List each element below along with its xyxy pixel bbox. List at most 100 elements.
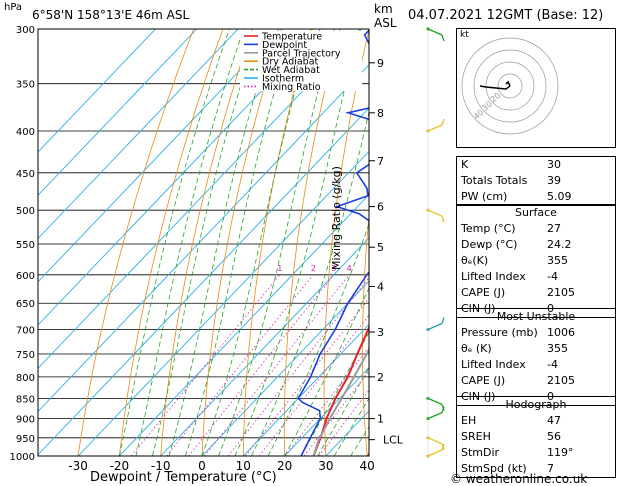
legend-entry: Parcel Trajectory: [262, 48, 341, 59]
height-unit-top: km: [374, 2, 393, 16]
wet-adiabat-line: [201, 29, 313, 456]
mixing-ratio-label: 8: [385, 264, 390, 273]
isotherm-line: [284, 366, 369, 456]
surface-row: CAPE (J) 2105: [461, 286, 575, 299]
surface-row: θₑ(K) 355: [461, 254, 568, 267]
pressure-tick-label: 500: [16, 206, 35, 217]
dry-adiabat-line: [119, 29, 224, 456]
mixing-ratio-line: [318, 389, 369, 456]
wind-barb: [426, 208, 445, 223]
km-tick-label: 6: [377, 201, 384, 214]
wind-barb: [426, 27, 445, 42]
x-tick-label: 40: [360, 459, 375, 473]
mixing-ratio-label: 4: [347, 264, 352, 273]
surface-title: Surface: [515, 206, 557, 219]
index-row: Totals Totals 39: [461, 174, 561, 187]
legend-entry: Dry Adiabat: [262, 57, 319, 68]
wet-adiabat-line: [119, 29, 230, 456]
mu-row: θₑ (K) 355: [461, 342, 568, 355]
legend-entry: Temperature: [261, 32, 322, 43]
mixing-ratio-label: 3: [331, 264, 336, 273]
mixing-ratio-label: 2: [311, 264, 316, 273]
wet-adiabat-line: [152, 29, 260, 456]
mixing-ratio-label: 6: [369, 264, 374, 273]
hodo-row: EH 47: [461, 414, 561, 427]
hodograph-storm: [505, 80, 511, 87]
isotherm-line: [38, 29, 198, 196]
mixing-ratio-label: 20: [438, 264, 448, 273]
legend-entry: Isotherm: [262, 74, 304, 85]
wet-adiabat-line: [251, 110, 369, 456]
height-unit-bottom: ASL: [374, 16, 397, 30]
dry-adiabat-line: [362, 212, 369, 456]
x-tick-label: -20: [110, 459, 130, 473]
dry-adiabat-line: [160, 29, 253, 456]
most-unstable-table: Most Unstable Pressure (mb) 1006 θₑ (K) 35…: [456, 308, 616, 406]
hodograph-unit: kt: [460, 30, 469, 40]
pressure-tick-label: 550: [16, 240, 35, 251]
index-row: K 30: [461, 158, 561, 171]
hodo-row: SREH 56: [461, 430, 561, 443]
wind-barb: [426, 317, 445, 332]
pressure-tick-label: 950: [16, 434, 35, 445]
series-line-dewpoint: [297, 29, 369, 456]
pressure-tick-label: 450: [16, 169, 35, 180]
hodo-row: StmSpd (kt) 7: [461, 462, 554, 475]
hodograph-trace: [479, 85, 511, 90]
plot-frame: [37, 28, 370, 457]
isotherm-line: [38, 29, 280, 283]
mixing-ratio-line: [166, 274, 314, 456]
mixing-ratio-label: 10: [396, 264, 406, 273]
most-unstable-title: Most Unstable: [496, 310, 576, 323]
series-line-temperature: [312, 324, 369, 456]
pressure-tick-label: 1000: [10, 452, 35, 463]
isotherm-line: [160, 237, 369, 456]
dry-adiabat-line: [323, 29, 369, 456]
isotherm-line: [38, 29, 156, 153]
mixing-ratio-line: [284, 346, 369, 456]
dry-adiabat-line: [77, 29, 194, 456]
wind-barb: [426, 436, 445, 451]
wind-barb: [426, 396, 445, 411]
x-tick-label: 0: [198, 459, 206, 473]
legend-entry: Wet Adiabat: [262, 65, 320, 76]
hodograph-ring: [497, 73, 523, 99]
legend-entry: Mixing Ratio: [262, 82, 321, 93]
pressure-tick-label: 850: [16, 394, 35, 405]
wet-adiabat-line: [317, 366, 369, 456]
pressure-unit-label: hPa: [4, 2, 23, 13]
x-tick-label: -30: [68, 459, 88, 473]
mixing-ratio-line: [227, 277, 369, 456]
mu-row: CAPE (J) 2105: [461, 374, 575, 387]
x-tick-label: 30: [318, 459, 333, 473]
pressure-tick-label: 750: [16, 350, 35, 361]
isotherm-line: [242, 323, 369, 456]
pressure-tick-label: 350: [16, 80, 35, 91]
wind-barb: [426, 118, 445, 133]
km-tick-label: 1: [377, 413, 384, 426]
lcl-label: LCL: [383, 434, 404, 447]
hodograph-ring: [473, 49, 547, 123]
legend-entry: Dewpoint: [262, 40, 307, 51]
wet-adiabat-line: [284, 287, 369, 456]
hodograph-ring: [461, 37, 559, 135]
isotherm-line: [38, 29, 322, 326]
dry-adiabat-line: [201, 29, 282, 456]
pressure-tick-label: 800: [16, 373, 35, 384]
dry-adiabat-line: [242, 29, 312, 456]
dry-adiabat-line: [400, 29, 428, 456]
hodo-row: StmDir 119°: [461, 446, 574, 459]
km-tick-label: 3: [377, 326, 384, 339]
hodograph-title: Hodograph: [505, 398, 567, 411]
pressure-tick-label: 650: [16, 299, 35, 310]
km-tick-label: 4: [377, 280, 384, 293]
mixing-ratio-label: 1: [277, 264, 282, 273]
x-tick-label: -10: [151, 459, 171, 473]
isotherm-line: [77, 150, 369, 456]
mixing-ratio-axis-title: Mixing Ratio (g/kg): [330, 166, 343, 270]
copyright-link[interactable]: © weatheronline.co.uk: [450, 472, 588, 486]
km-tick-label: 8: [377, 107, 384, 120]
